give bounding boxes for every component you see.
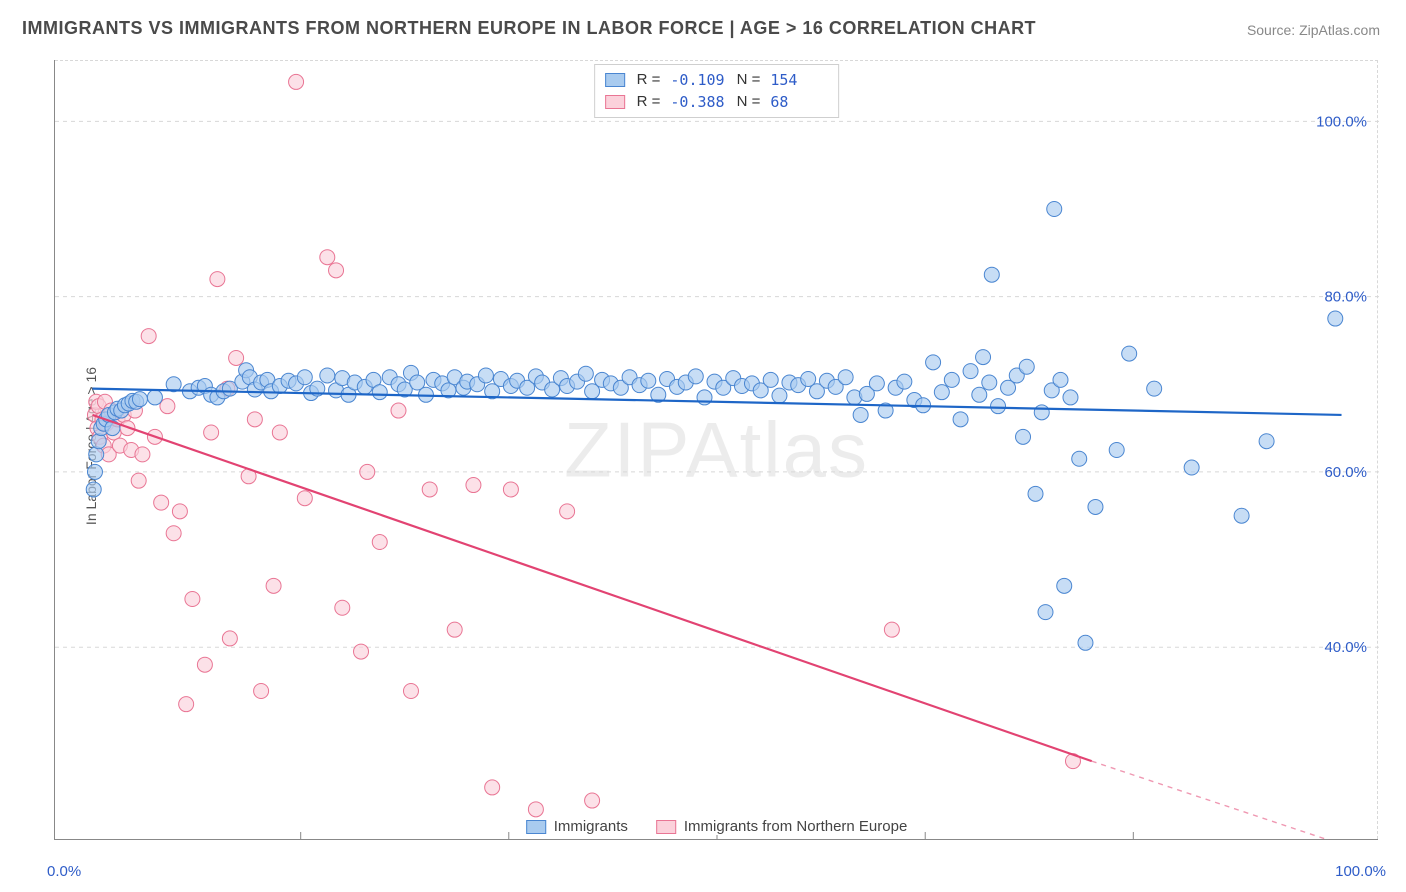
legend-label-blue: Immigrants <box>554 818 628 835</box>
svg-text:40.0%: 40.0% <box>1324 639 1367 656</box>
legend-pink-r: -0.388 <box>670 91 724 113</box>
legend-blue-n: 154 <box>770 69 824 91</box>
swatch-blue-icon <box>605 73 625 87</box>
legend-r-label: R = <box>637 69 661 91</box>
swatch-blue-icon <box>526 820 546 834</box>
svg-text:60.0%: 60.0% <box>1324 464 1367 481</box>
swatch-pink-icon <box>656 820 676 834</box>
scatter-svg: 40.0% 60.0% 80.0% 100.0% <box>55 60 1379 840</box>
legend-row-pink: R = -0.388 N = 68 <box>605 91 825 113</box>
legend-pink-n: 68 <box>770 91 824 113</box>
legend-blue-r: -0.109 <box>670 69 724 91</box>
swatch-pink-icon <box>605 95 625 109</box>
correlation-legend: R = -0.109 N = 154 R = -0.388 N = 68 <box>594 64 840 118</box>
legend-n-label: N = <box>737 69 761 91</box>
x-max-label: 100.0% <box>1335 863 1386 880</box>
legend-item-pink: Immigrants from Northern Europe <box>656 818 907 835</box>
legend-item-blue: Immigrants <box>526 818 628 835</box>
source-label: Source: ZipAtlas.com <box>1247 22 1380 38</box>
svg-text:100.0%: 100.0% <box>1316 113 1367 130</box>
legend-r-label: R = <box>637 91 661 113</box>
legend-label-pink: Immigrants from Northern Europe <box>684 818 907 835</box>
chart-title: IMMIGRANTS VS IMMIGRANTS FROM NORTHERN E… <box>22 18 1036 39</box>
legend-n-label: N = <box>737 91 761 113</box>
plot-area: ZIPAtlas 40.0%60.0%80.0%100.0% R = -0.10… <box>54 60 1378 840</box>
legend-row-blue: R = -0.109 N = 154 <box>605 69 825 91</box>
x-min-label: 0.0% <box>47 863 81 880</box>
series-legend: Immigrants Immigrants from Northern Euro… <box>526 818 908 835</box>
svg-text:80.0%: 80.0% <box>1324 289 1367 306</box>
